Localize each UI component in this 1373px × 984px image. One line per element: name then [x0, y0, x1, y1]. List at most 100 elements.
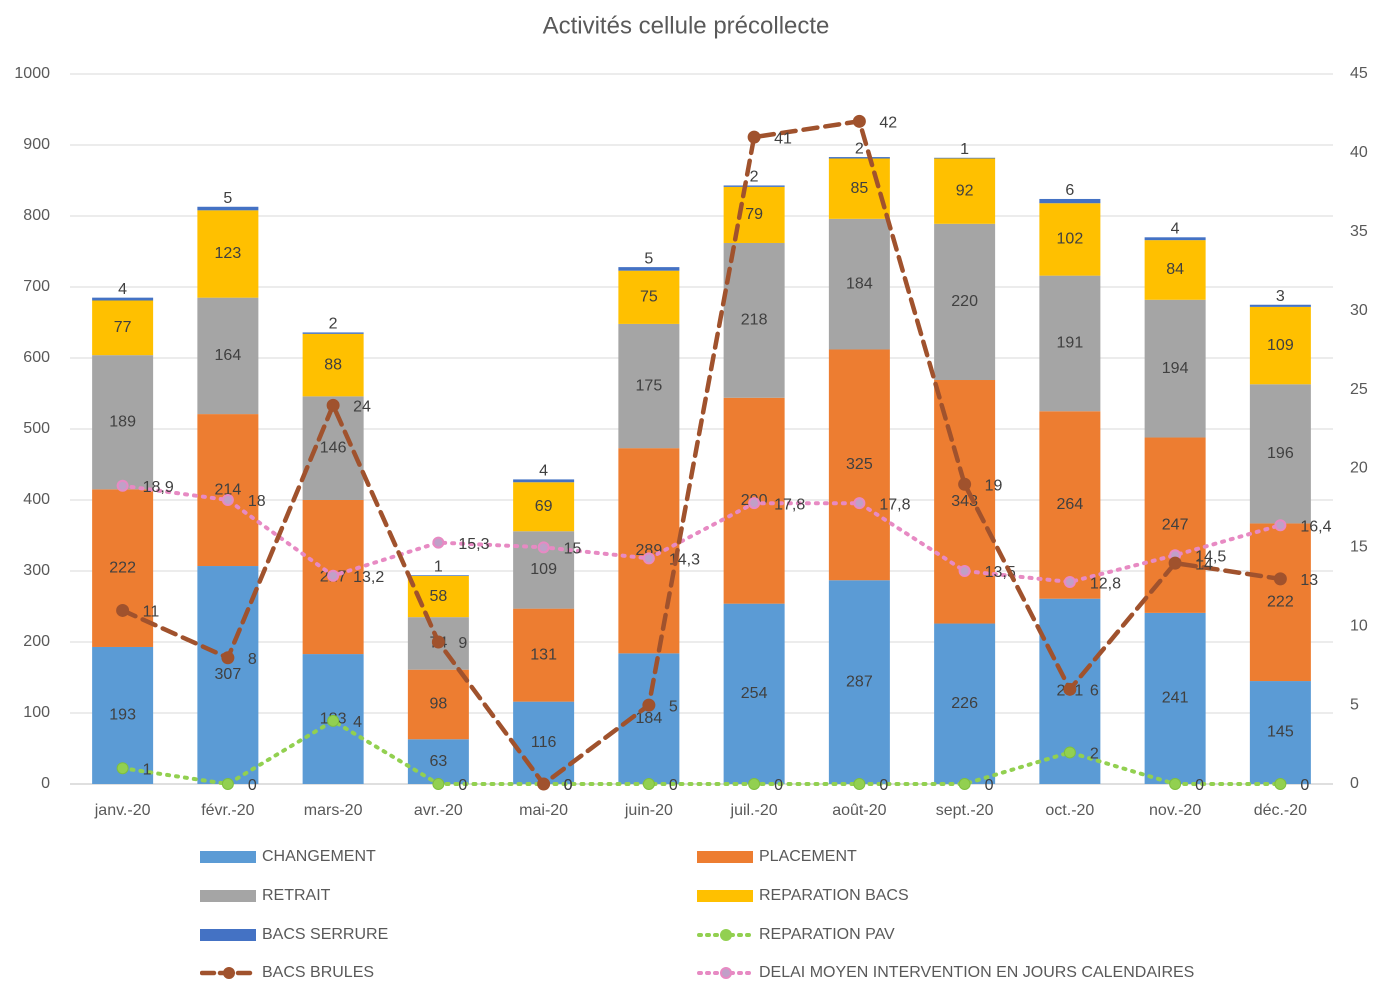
bar-data-label: 88 — [324, 356, 342, 373]
series-point — [958, 477, 972, 491]
series-point — [537, 777, 551, 791]
bar-segment — [1249, 304, 1311, 307]
chart-title: Activités cellule précollecte — [543, 12, 830, 39]
bar-data-label: 4 — [539, 463, 548, 480]
y-left-tick-label: 300 — [23, 562, 50, 579]
bar-data-label: 75 — [640, 289, 658, 306]
series-point — [852, 114, 866, 128]
line-data-label: 0 — [564, 777, 573, 794]
line-data-label: 9 — [458, 635, 467, 652]
line-data-label: 18,9 — [143, 479, 174, 496]
bar-data-label: 58 — [429, 588, 447, 605]
y-left-tick-label: 500 — [23, 420, 50, 437]
bar-segment — [302, 396, 364, 500]
bar-data-label: 214 — [215, 481, 242, 498]
line-data-label: 12,8 — [1090, 575, 1121, 592]
series-point — [1273, 572, 1287, 586]
bar-data-label: 145 — [1267, 724, 1294, 741]
line-data-label: 11 — [143, 604, 160, 621]
bar-data-label: 1 — [434, 558, 443, 575]
bar-data-label: 123 — [215, 245, 242, 262]
series-point — [327, 569, 340, 582]
bar-data-label: 194 — [1162, 360, 1189, 377]
bar-segment — [513, 479, 575, 483]
bar-segment — [828, 349, 890, 581]
series-point — [958, 778, 971, 790]
series-point — [748, 497, 761, 510]
bar-data-label: 241 — [1162, 690, 1189, 707]
bar-segment — [1039, 411, 1101, 599]
line-data-label: 0 — [774, 777, 783, 794]
bar-data-label: 109 — [1267, 337, 1294, 354]
bar-segment — [92, 297, 154, 301]
bar-data-label: 222 — [109, 559, 136, 576]
bar-segment — [92, 355, 154, 490]
y-left-tick-label: 400 — [23, 491, 50, 508]
line-data-label: 0 — [1300, 777, 1309, 794]
y-right-tick-label: 10 — [1350, 617, 1368, 634]
series-point — [221, 651, 235, 665]
line-data-label: 6 — [1090, 683, 1099, 700]
bar-segment — [1144, 299, 1206, 438]
bar-segment — [1144, 237, 1206, 241]
bar-data-label: 254 — [741, 685, 768, 702]
y-right-tick-label: 15 — [1350, 539, 1368, 556]
bar-segment — [1039, 275, 1101, 412]
bar-segment — [723, 186, 785, 243]
line-data-label: 16,4 — [1300, 518, 1331, 535]
line-data-label: 17,8 — [774, 496, 805, 513]
y-left-tick-label: 200 — [23, 633, 50, 650]
bar-segment — [407, 669, 469, 740]
line-data-label: 41 — [774, 130, 792, 147]
series-point — [537, 541, 550, 554]
series-point — [326, 398, 340, 412]
series-point — [432, 536, 445, 549]
x-tick-label: janv.-20 — [94, 802, 151, 819]
series-point — [1168, 556, 1182, 570]
bar-segment — [1039, 198, 1101, 204]
x-tick-label: févr.-20 — [201, 802, 254, 819]
y-left-tick-label: 800 — [23, 207, 50, 224]
line-data-label: 0 — [985, 777, 994, 794]
bar-segment — [1144, 437, 1206, 613]
line-data-label: 17,8 — [879, 496, 910, 513]
bar-data-label: 264 — [1057, 496, 1084, 513]
bar-data-label: 98 — [429, 696, 447, 713]
line-data-label: 0 — [248, 777, 257, 794]
series-point — [1063, 576, 1076, 589]
y-left-tick-label: 100 — [23, 704, 50, 721]
series-point — [1274, 519, 1287, 532]
line-data-label: 2 — [1090, 746, 1099, 763]
series-point — [642, 698, 656, 712]
bar-data-label: 109 — [530, 561, 557, 578]
series-point — [747, 130, 761, 144]
bar-segment — [618, 267, 680, 271]
series-point — [1063, 746, 1076, 759]
x-tick-label: mai-20 — [519, 802, 568, 819]
series-point — [642, 778, 655, 790]
bar-segment — [302, 333, 364, 397]
bar-segment — [92, 646, 154, 784]
bar-segment — [828, 158, 890, 219]
x-tick-label: oct.-20 — [1045, 802, 1094, 819]
bar-data-label: 4 — [1171, 221, 1180, 238]
bar-segment — [934, 380, 996, 624]
bar-data-label: 92 — [956, 182, 974, 199]
bar-segment — [1249, 681, 1311, 784]
line-data-label: 0 — [1195, 777, 1204, 794]
series-point — [1169, 778, 1182, 790]
bar-data-label: 184 — [636, 710, 663, 727]
bar-data-label: 102 — [1057, 231, 1084, 248]
line-data-label: 8 — [248, 651, 257, 668]
bar-segment — [618, 270, 680, 324]
x-tick-label: août-20 — [832, 802, 886, 819]
series-point — [1063, 682, 1077, 696]
series-point — [642, 552, 655, 565]
bar-data-label: 116 — [531, 734, 557, 751]
bar-data-label: 5 — [223, 190, 232, 207]
series-point — [431, 635, 445, 649]
bar-segment — [197, 297, 259, 415]
bar-data-label: 287 — [846, 673, 873, 690]
